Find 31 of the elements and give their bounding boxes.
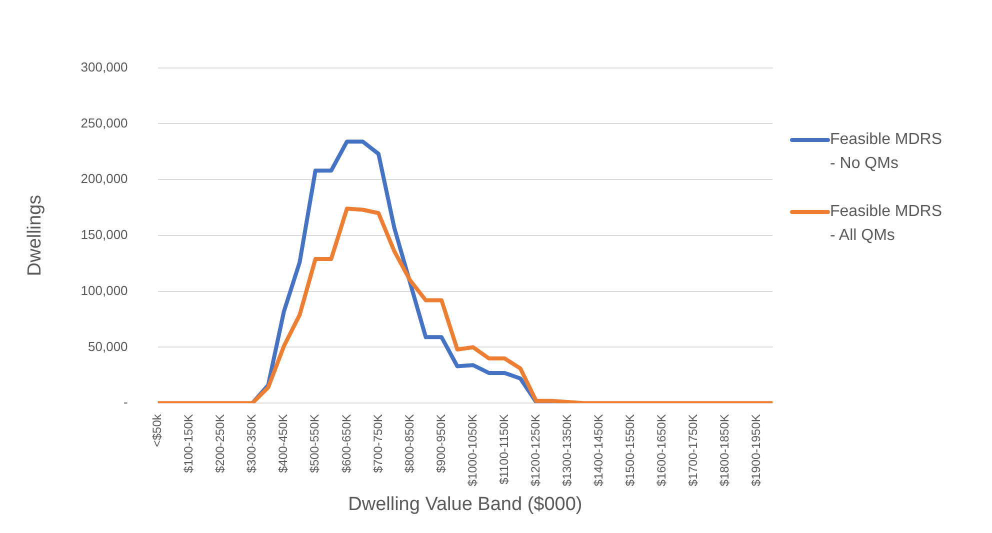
x-tick-label: $800-850K — [402, 414, 416, 473]
y-tick-label: 250,000 — [80, 115, 128, 130]
x-tick-label: $100-150K — [182, 414, 196, 473]
y-tick-label: 200,000 — [80, 171, 128, 186]
x-axis-title: Dwelling Value Band ($000) — [348, 494, 582, 515]
x-tick-label: <$50k — [150, 413, 164, 448]
x-tick-label: $1500-1550K — [623, 414, 638, 486]
x-tick-label: $1100-1150K — [496, 414, 511, 484]
x-tick-label: $1400-1450K — [592, 414, 606, 486]
x-tick-label: $1200-1250K — [528, 414, 542, 486]
x-tick-label: $200-250K — [213, 414, 228, 473]
x-tick-label: $1600-1650K — [654, 414, 669, 486]
x-tick-label: $300-350K — [244, 414, 259, 473]
x-tick-label: $600-650K — [339, 414, 354, 473]
y-tick-label: 150,000 — [80, 227, 128, 242]
x-tick-label: $400-450K — [276, 414, 290, 473]
y-tick-label: 300,000 — [80, 59, 128, 74]
y-tick-label: 100,000 — [80, 282, 128, 298]
x-tick-label: $500-550K — [308, 414, 322, 473]
x-tick-label: $1300-1350K — [560, 414, 574, 486]
legend-label: Feasible MDRS - No QMs — [830, 130, 944, 174]
y-tick-label: 50,000 — [88, 338, 128, 354]
x-tick-label: $1000-1050K — [465, 414, 480, 486]
x-tick-label: $900-950K — [434, 414, 448, 473]
legend-label: Feasible MDRS - All QMs — [830, 202, 944, 246]
x-tick-label: $1800-1850K — [718, 414, 732, 486]
x-tick-label: $1900-1950K — [749, 414, 764, 486]
x-tick-label: $700-750K — [370, 414, 385, 473]
y-tick-label: - — [123, 394, 128, 410]
x-tick-label: $1700-1750K — [686, 414, 700, 486]
y-axis-title: Dwellings — [24, 194, 46, 276]
